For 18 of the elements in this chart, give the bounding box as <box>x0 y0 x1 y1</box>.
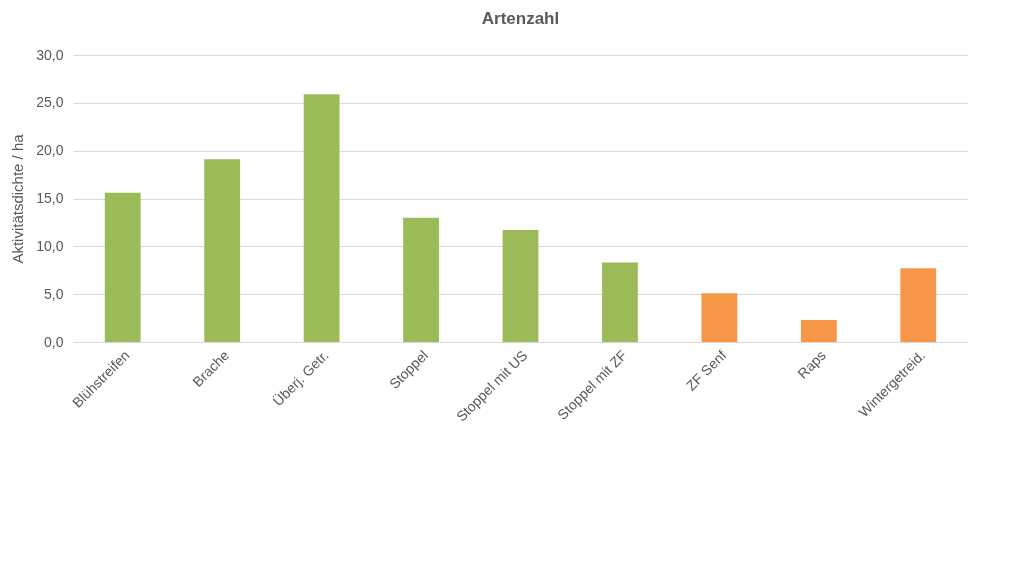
y-tick-label: 5,0 <box>44 285 64 302</box>
bar <box>104 192 141 342</box>
bar <box>204 159 241 342</box>
bar <box>701 293 738 342</box>
y-tick-label: 10,0 <box>36 237 64 254</box>
y-axis-title: Aktivitätsdichte / ha <box>9 133 27 264</box>
bar <box>602 262 638 342</box>
chart-title: Artenzahl <box>481 9 560 28</box>
y-tick-label: 30,0 <box>36 46 64 63</box>
y-tick-label: 15,0 <box>36 190 64 206</box>
y-tick-label: 20,0 <box>36 142 64 159</box>
bar <box>800 320 837 342</box>
bar <box>900 268 937 342</box>
bar <box>502 230 539 342</box>
y-tick-label: 0,0 <box>44 333 64 350</box>
y-tick-label: 25,0 <box>36 94 64 111</box>
bar <box>403 217 439 342</box>
bar <box>303 94 340 342</box>
